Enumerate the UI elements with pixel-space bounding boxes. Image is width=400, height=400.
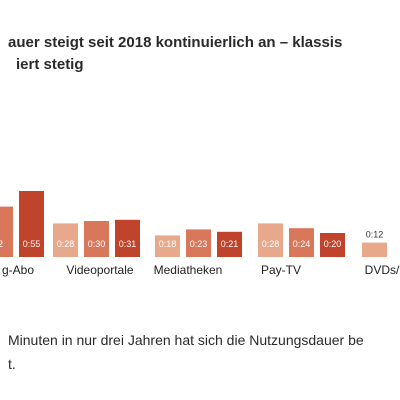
bar-3-series-1 [155,235,180,257]
chart-headline-line-2: iert stetig [16,56,84,73]
chart-headline-line-1: auer steigt seit 2018 kontinuierlich an … [8,34,343,51]
bar-value-label: 0:23 [190,239,208,249]
bar-value-label: 0:20 [324,239,342,249]
bar-1-series-2 [0,206,13,257]
bar-value-label: 0:28 [262,239,280,249]
bar-3-series-3 [217,231,242,257]
bar-2-series-2 [84,221,109,257]
bar-value-label: 0:31 [119,239,137,249]
bar-4-series-1 [258,223,283,257]
category-label: Mediatheken [154,263,223,277]
bar-value-label: 0:12 [366,230,384,240]
category-label: g-Abo [2,263,34,277]
bar-1-series-3 [19,191,44,257]
bar-value-label: 2 [0,239,3,249]
bar-3-series-2 [186,229,211,257]
bar-4-series-2 [289,228,314,257]
category-label: Videoportale [66,263,133,277]
bar-2-series-1 [53,223,78,257]
category-label: Pay-TV [261,263,301,277]
bar-5-series-1 [362,242,387,257]
bar-value-label: 0:24 [293,239,311,249]
bar-value-label: 0:18 [159,239,177,249]
bar-value-label: 0:30 [88,239,106,249]
bar-value-label: 0:28 [57,239,75,249]
bar-2-series-3 [115,219,140,257]
footnote-line-2: t. [8,356,16,372]
footnote-line-1: Minuten in nur drei Jahren hat sich die … [8,332,364,348]
bar-4-series-3 [320,233,345,257]
bar-value-label: 0:21 [221,239,239,249]
bar-value-label: 0:55 [23,239,41,249]
category-label: DVDs/ [365,263,400,277]
